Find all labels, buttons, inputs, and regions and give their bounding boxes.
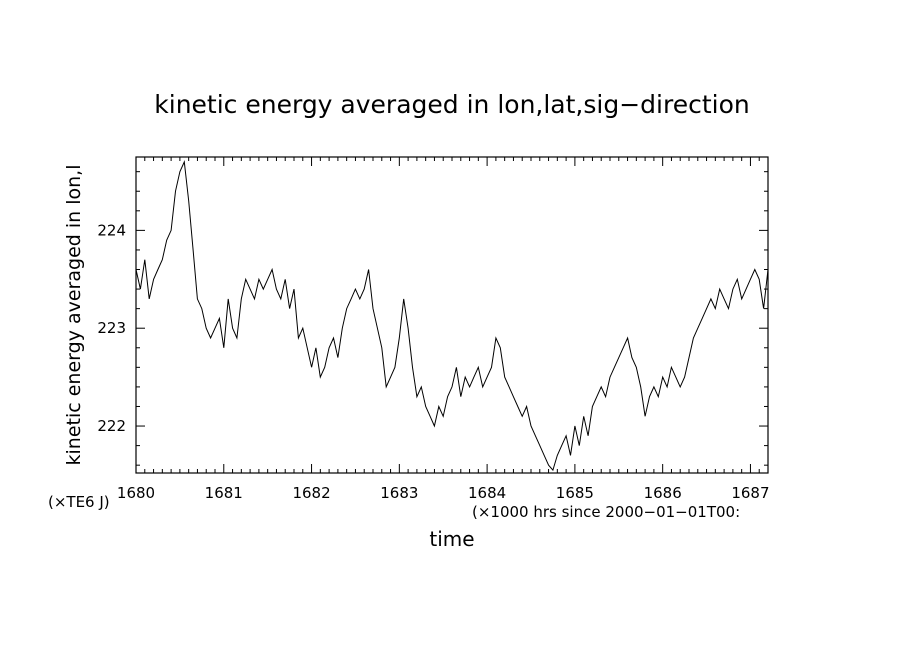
x-tick-label: 1687 bbox=[731, 484, 769, 502]
x-axis-unit-label: (×1000 hrs since 2000−01−01T00: bbox=[472, 503, 740, 521]
series-line bbox=[135, 160, 769, 472]
y-axis-label: kinetic energy averaged in lon,l bbox=[63, 165, 85, 466]
y-tick-label: 224 bbox=[97, 221, 126, 239]
x-tick-label: 1682 bbox=[292, 484, 330, 502]
y-tick-label: 223 bbox=[97, 319, 126, 337]
x-tick-label: 1681 bbox=[205, 484, 243, 502]
chart-title: kinetic energy averaged in lon,lat,sig−d… bbox=[154, 90, 749, 119]
y-tick-label: 222 bbox=[97, 417, 126, 435]
x-tick-label: 1686 bbox=[644, 484, 682, 502]
y-axis-tick-labels: 222 223 224 bbox=[97, 221, 126, 435]
x-tick-label: 1684 bbox=[468, 484, 506, 502]
x-axis-label: time bbox=[429, 527, 474, 551]
x-tick-label: 1683 bbox=[380, 484, 418, 502]
axis-ticks bbox=[135, 157, 769, 473]
x-tick-label: 1680 bbox=[117, 484, 155, 502]
x-tick-label: 1685 bbox=[556, 484, 594, 502]
x-axis-tick-labels: 1680 1681 1682 1683 1684 1685 1686 1687 bbox=[117, 484, 770, 502]
y-axis-unit-label: (×TE6 J) bbox=[48, 493, 110, 511]
